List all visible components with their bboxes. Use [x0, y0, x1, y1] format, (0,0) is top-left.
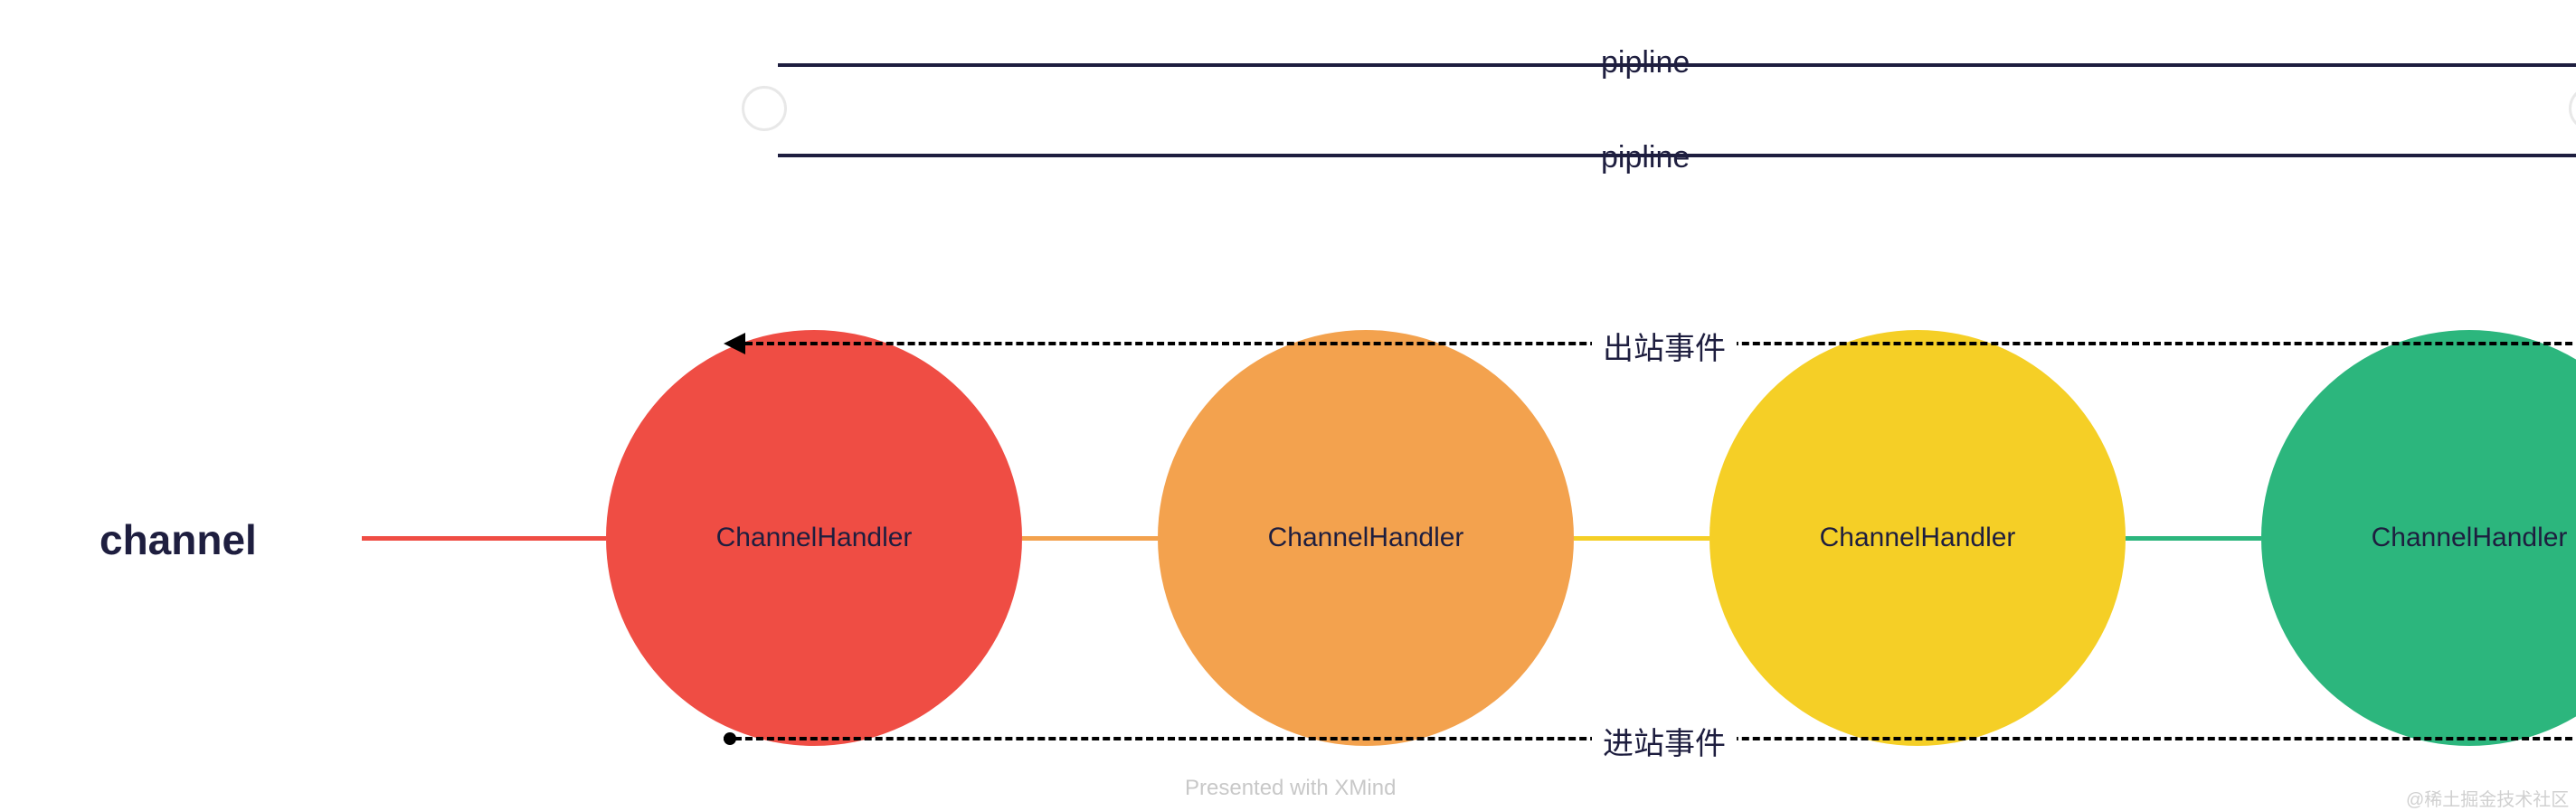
handler-label: ChannelHandler — [2372, 523, 2568, 553]
handler-node-2: ChannelHandler — [1709, 330, 2126, 746]
connector-line-0 — [362, 536, 606, 541]
connector-line-1 — [1022, 536, 1158, 541]
outbound-arrow-head — [724, 333, 745, 354]
footer-credit: Presented with XMind — [1185, 776, 1396, 801]
handler-node-1: ChannelHandler — [1158, 330, 1574, 746]
pipeline-left-endpoint — [742, 86, 787, 131]
channel-label: channel — [99, 515, 257, 564]
connector-line-2 — [1574, 536, 1709, 541]
handler-node-0: ChannelHandler — [606, 330, 1022, 746]
pipeline-right-endpoint — [2569, 86, 2576, 131]
pipeline-label-top: pipline — [1601, 45, 1690, 80]
watermark-text: @稀土掘金技术社区 — [2406, 785, 2569, 811]
handler-label: ChannelHandler — [716, 523, 913, 553]
handler-node-3: ChannelHandler — [2261, 330, 2576, 746]
handler-label: ChannelHandler — [1268, 523, 1464, 553]
handler-label: ChannelHandler — [1820, 523, 2016, 553]
pipeline-label-bottom: pipline — [1601, 140, 1690, 175]
inbound-arrow-dot — [724, 732, 736, 745]
inbound-event-label: 进站事件 — [1592, 719, 1737, 763]
outbound-event-label: 出站事件 — [1592, 324, 1737, 368]
connector-line-3 — [2126, 536, 2261, 541]
